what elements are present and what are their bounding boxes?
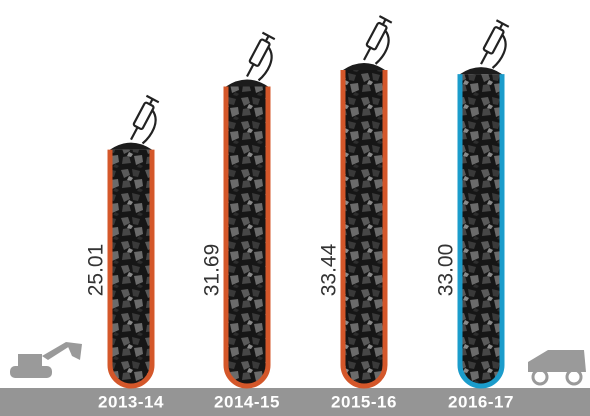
value-label: 33.44 <box>318 243 341 296</box>
hammer-body <box>132 101 155 131</box>
bar <box>107 149 155 389</box>
hammer-hose <box>491 34 507 69</box>
coal-fill <box>226 86 268 386</box>
x-tick-label: 2016-17 <box>448 392 514 411</box>
x-tick-label: 2013-14 <box>98 392 164 411</box>
coal-heap <box>460 67 502 75</box>
coal-fill <box>460 74 502 387</box>
coal-heap <box>226 79 268 87</box>
jackhammer-icon <box>246 31 276 82</box>
hammer-bit <box>480 51 489 65</box>
hammer-handle <box>378 15 393 24</box>
bar <box>457 74 505 389</box>
hammer-grip <box>498 23 504 30</box>
value-label: 25.01 <box>85 244 108 297</box>
truck-icon <box>528 350 586 386</box>
coal-fill <box>343 69 385 386</box>
jackhammer-icon <box>480 19 510 69</box>
coal-fill <box>110 149 152 386</box>
hammer-hose <box>374 29 390 65</box>
hammer-bit <box>130 126 139 141</box>
hammer-grip <box>148 98 154 105</box>
hammer-hose <box>257 46 273 82</box>
hammer-handle <box>495 19 510 28</box>
hammer-body <box>365 21 388 51</box>
bar <box>340 69 388 389</box>
x-tick-label: 2015-16 <box>331 392 397 411</box>
value-label: 33.00 <box>435 244 458 297</box>
base-band <box>0 388 590 416</box>
hammer-hose <box>141 109 157 145</box>
hammer-body <box>248 38 271 67</box>
hammer-bit <box>246 63 255 78</box>
hammer-handle <box>261 31 276 41</box>
hammer-bit <box>363 47 372 61</box>
excavator-icon <box>10 342 82 378</box>
hammer-grip <box>381 18 387 26</box>
coal-heap <box>110 142 152 150</box>
jackhammer-icon <box>363 15 393 65</box>
hammer-body <box>482 26 505 55</box>
x-tick-label: 2014-15 <box>214 392 280 411</box>
hammer-grip <box>264 35 270 42</box>
bar <box>223 86 271 389</box>
jackhammer-icon <box>130 94 160 145</box>
coal-heap <box>343 62 385 70</box>
value-label: 31.69 <box>201 244 224 297</box>
